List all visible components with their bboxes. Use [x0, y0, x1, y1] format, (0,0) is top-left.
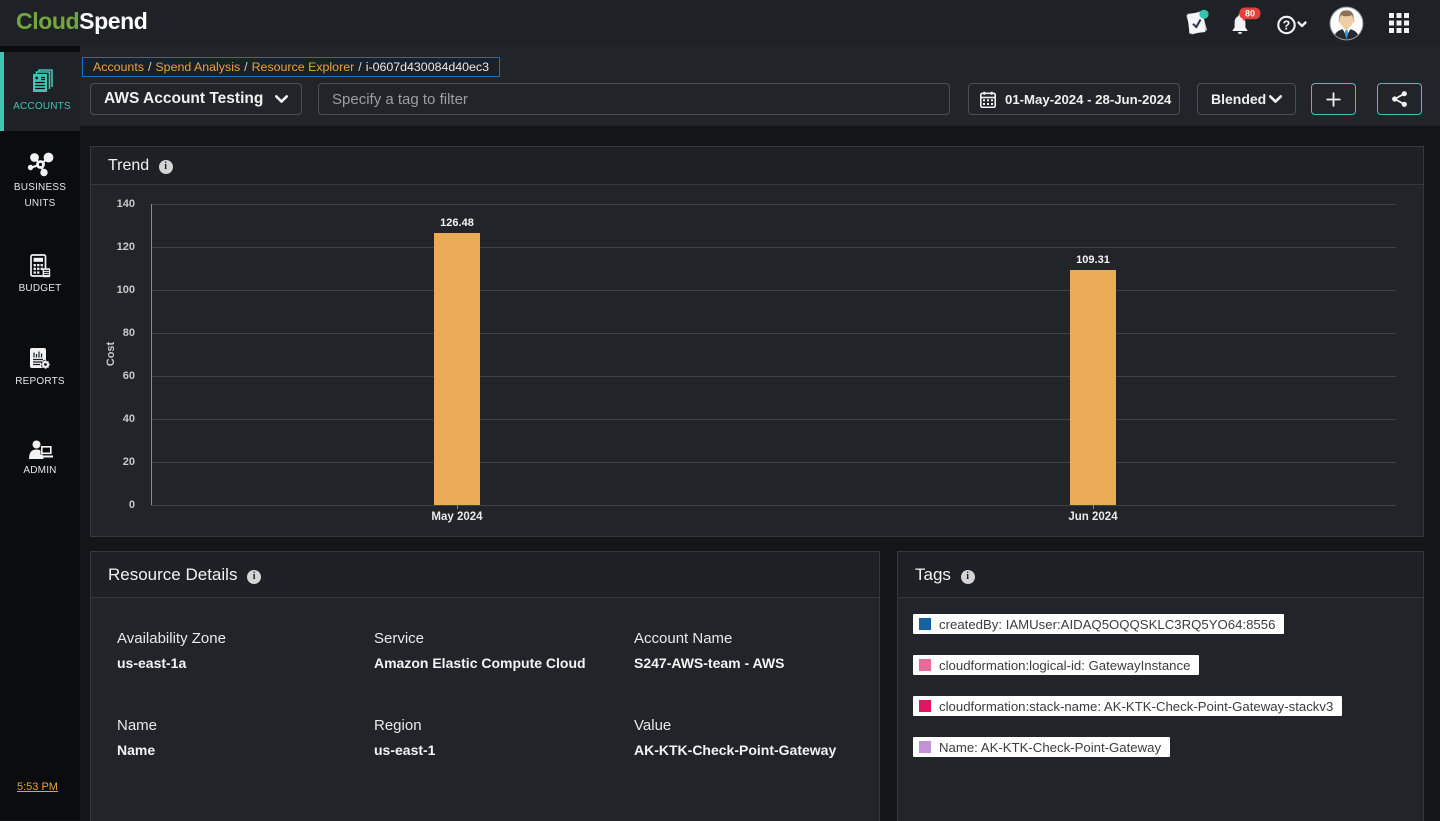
svg-text:80: 80: [1245, 9, 1255, 19]
svg-text:?: ?: [1283, 19, 1291, 33]
